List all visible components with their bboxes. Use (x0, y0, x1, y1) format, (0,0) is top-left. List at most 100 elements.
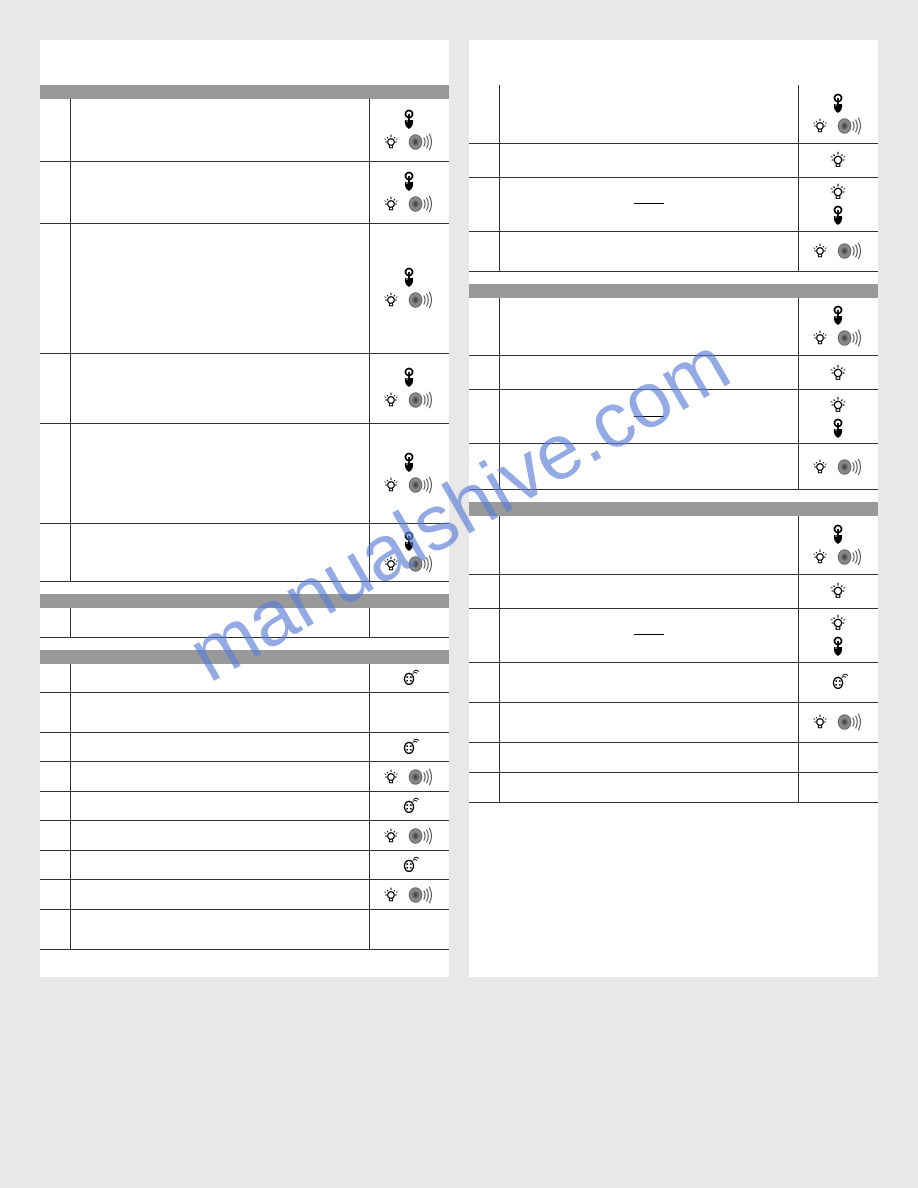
light-sound-pair (382, 290, 436, 310)
press-icon (399, 530, 419, 552)
icon-cell (798, 390, 878, 444)
light-icon (382, 391, 400, 409)
table-row (40, 423, 449, 523)
table-row (40, 353, 449, 423)
sound-icon (835, 712, 865, 732)
section-table (40, 594, 449, 639)
light-sound-pair (811, 328, 865, 348)
light-icon (811, 458, 829, 476)
table-row (469, 177, 878, 231)
icon-cell (369, 851, 449, 880)
desc-cell (499, 85, 798, 143)
light-sound-pair (382, 475, 436, 495)
table-row (469, 231, 878, 271)
desc-cell (70, 733, 369, 762)
num-cell (40, 223, 70, 353)
desc-cell (70, 762, 369, 792)
icon-cell (369, 608, 449, 638)
icon-cell (798, 772, 878, 802)
num-cell (469, 608, 499, 662)
sound-icon (835, 457, 865, 477)
press-icon (828, 92, 848, 114)
press-icon (828, 204, 848, 226)
section-header (40, 650, 449, 664)
icon-cell (369, 223, 449, 353)
table-row (469, 143, 878, 177)
light-sound-pair (382, 767, 436, 787)
num-cell (469, 143, 499, 177)
light-sound-pair (382, 885, 436, 905)
desc-cell (499, 143, 798, 177)
press-icon (828, 523, 848, 545)
desc-cell (70, 664, 369, 693)
desc-cell (70, 910, 369, 950)
num-cell (40, 733, 70, 762)
sound-icon (406, 767, 436, 787)
table-row (40, 880, 449, 910)
num-cell (469, 516, 499, 574)
table-row (469, 702, 878, 742)
icon-cell (369, 733, 449, 762)
icon-cell (369, 693, 449, 733)
table-row (469, 772, 878, 802)
sound-icon (406, 194, 436, 214)
light-icon (811, 242, 829, 260)
icon-cell (798, 608, 878, 662)
table-row (469, 444, 878, 490)
press-icon (828, 417, 848, 439)
remote-icon (398, 796, 420, 816)
desc-cell (70, 608, 369, 638)
remote-icon (827, 672, 849, 692)
press-icon (399, 366, 419, 388)
light-icon (382, 291, 400, 309)
dash-mark (634, 634, 664, 635)
section-table (469, 85, 878, 272)
num-cell (469, 231, 499, 271)
sound-icon (835, 241, 865, 261)
desc-cell (499, 177, 798, 231)
desc-cell (70, 223, 369, 353)
remote-icon (398, 737, 420, 757)
dash-mark (634, 203, 664, 204)
desc-cell (499, 231, 798, 271)
table-row (40, 693, 449, 733)
num-cell (469, 702, 499, 742)
light-icon (828, 182, 848, 202)
desc-cell (70, 353, 369, 423)
num-cell (40, 910, 70, 950)
table-row (40, 523, 449, 581)
light-sound-pair (811, 547, 865, 567)
desc-cell (499, 298, 798, 356)
section-header (469, 502, 878, 516)
num-cell (40, 880, 70, 910)
table-row (469, 390, 878, 444)
num-cell (469, 662, 499, 702)
sound-icon (406, 132, 436, 152)
icon-cell (369, 99, 449, 161)
light-icon (382, 133, 400, 151)
section-header (40, 85, 449, 99)
table-row (469, 574, 878, 608)
table-row (469, 356, 878, 390)
section-header (40, 594, 449, 608)
table-row (40, 161, 449, 223)
light-sound-pair (811, 241, 865, 261)
icon-cell (798, 662, 878, 702)
light-icon (382, 555, 400, 573)
desc-cell (70, 423, 369, 523)
num-cell (40, 851, 70, 880)
light-sound-pair (382, 132, 436, 152)
desc-cell (499, 574, 798, 608)
desc-cell (70, 821, 369, 851)
light-icon (382, 768, 400, 786)
light-sound-pair (382, 390, 436, 410)
icon-cell (798, 702, 878, 742)
page-container: manualshive.com (20, 20, 898, 997)
light-icon (382, 195, 400, 213)
desc-cell (499, 356, 798, 390)
remote-icon (398, 855, 420, 875)
num-cell (40, 821, 70, 851)
icon-cell (369, 821, 449, 851)
num-cell (40, 664, 70, 693)
icon-cell (798, 444, 878, 490)
